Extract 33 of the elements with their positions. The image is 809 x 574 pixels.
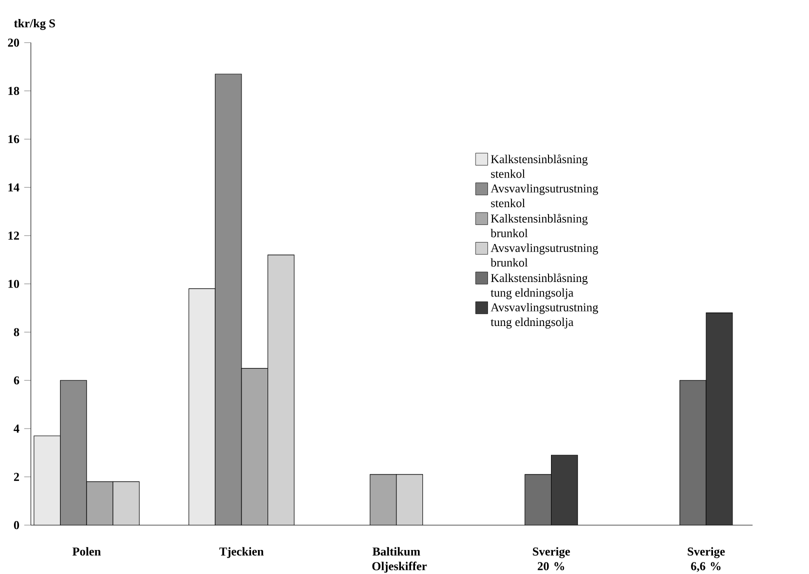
y-tick-label: 2: [14, 472, 19, 481]
y-tick-label: 4: [14, 424, 20, 432]
bar: [268, 254, 294, 525]
legend-label: Kalkstensinblåsning stenkol: [490, 154, 588, 178]
legend-label: Kalkstensinblåsning tung eldningsolja: [490, 273, 588, 299]
bar: [60, 380, 87, 525]
y-tick-label: 0: [14, 520, 20, 529]
y-tick-label: 16: [8, 134, 20, 143]
bar: [551, 454, 578, 525]
y-tick-label: 18: [8, 86, 20, 95]
bar: [214, 74, 242, 525]
bar: [706, 312, 733, 525]
y-tick-label: 6: [14, 376, 20, 384]
legend-label: Avsvavlingsutrustning brunkol: [490, 243, 598, 266]
y-tick-label: 8: [14, 328, 20, 336]
legend-label: Kalkstensinblåsning brunkol: [490, 214, 588, 238]
x-tick-label: Sverige 20 %: [532, 546, 570, 570]
bar: [524, 474, 552, 525]
x-tick-label: Sverige 6,6 %: [688, 546, 725, 572]
x-tick-label: Polen: [72, 546, 101, 556]
legend-label: Avsvavlingsutrustning tung eldningsolja: [490, 302, 598, 328]
bar: [112, 481, 140, 525]
y-axis-title: tkr/kg S: [14, 18, 55, 30]
x-tick-label: Baltikum Oljeskiffer: [372, 546, 427, 572]
x-tick-label: Tjeckien: [219, 546, 264, 558]
bar: [188, 288, 216, 525]
y-tick-label: 14: [8, 183, 20, 192]
bar: [680, 380, 706, 525]
legend-label: Avsvavlingsutrustning stenkol: [490, 184, 598, 208]
y-tick-label: 10: [8, 280, 20, 288]
y-tick-label: 12: [8, 231, 19, 240]
bar: [34, 436, 60, 525]
y-tick-label: 20: [8, 38, 20, 46]
